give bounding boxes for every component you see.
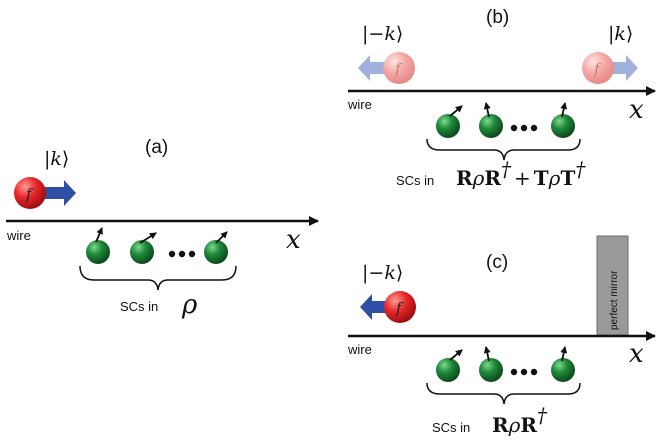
spin-ball-icon xyxy=(479,358,503,382)
mirror-block xyxy=(596,235,629,336)
panel-c-brace xyxy=(426,382,581,405)
panel-b-ket-right: |k⟩ xyxy=(608,23,633,45)
panel-a-ellipsis xyxy=(168,250,196,258)
spin-ball-icon xyxy=(130,240,154,264)
ellipsis-dot-icon xyxy=(520,124,528,132)
panel-b-ellipsis xyxy=(510,124,538,132)
spin-arrow-icon xyxy=(95,227,103,243)
panel-b-caption-math: RρR† + TρT† xyxy=(456,157,586,190)
panel-a-particle: f xyxy=(14,177,76,209)
panel-b-axis-label: x xyxy=(629,95,644,125)
panel-c-spin-3 xyxy=(551,346,575,382)
ellipsis-dot-icon xyxy=(520,368,528,376)
panel-b-reflected-particle: f xyxy=(358,52,415,84)
panel-c-ket: |−k⟩ xyxy=(362,262,403,284)
panel-c-caption-prefix: SCs in xyxy=(432,420,470,435)
ellipsis-dot-icon xyxy=(168,250,176,258)
panel-b-brace xyxy=(426,138,581,161)
panel-a-brace xyxy=(79,265,237,291)
panel-c-spin-1 xyxy=(436,349,463,382)
panel-c-wire-label: wire xyxy=(347,342,372,357)
ellipsis-dot-icon xyxy=(530,368,538,376)
spin-arrow-icon xyxy=(449,105,463,117)
panel-a-wire-label: wire xyxy=(6,228,31,243)
panel-b-faded-ball-icon xyxy=(383,52,415,84)
panel-b-label: (b) xyxy=(486,7,509,28)
panel-b-spin-2 xyxy=(479,102,503,138)
panel-b-right-arrow-icon xyxy=(608,55,638,81)
spin-ball-icon xyxy=(86,240,110,264)
panel-c-particle: f xyxy=(360,291,416,323)
spin-arrow-icon xyxy=(560,346,568,362)
panel-b-caption: SCs in RρR† + TρT† xyxy=(396,157,586,190)
mirror-label: perfect mirror xyxy=(609,270,620,330)
panel-c-particle-ball-icon xyxy=(384,291,416,323)
panel-c-axis-label: x xyxy=(629,339,644,369)
panel-c-left-arrow-icon xyxy=(360,294,396,320)
panel-b-faded-ball-icon xyxy=(582,52,614,84)
panel-b-ket-left: |−k⟩ xyxy=(362,23,403,45)
panel-b-spin-1 xyxy=(436,105,463,138)
panel-a-right-arrow-icon xyxy=(40,180,76,206)
panel-a-spin-1 xyxy=(86,227,110,264)
spin-ball-icon xyxy=(436,114,460,138)
spin-arrow-icon xyxy=(449,349,463,361)
panel-c-caption: SCs in RρR† xyxy=(432,403,548,437)
panel-a-spin-2 xyxy=(130,232,157,264)
panel-a-spin-3 xyxy=(204,231,228,264)
panel-a-label: (a) xyxy=(145,137,168,158)
spin-arrow-icon xyxy=(483,346,491,362)
spin-arrow-icon xyxy=(560,102,568,118)
ellipsis-dot-icon xyxy=(178,250,186,258)
panel-a-particle-ball-icon xyxy=(14,177,46,209)
spin-arrow-icon xyxy=(215,231,228,244)
ellipsis-dot-icon xyxy=(510,124,518,132)
ellipsis-dot-icon xyxy=(530,124,538,132)
spin-ball-icon xyxy=(551,114,575,138)
ellipsis-dot-icon xyxy=(510,368,518,376)
panel-b-transmitted-label: f xyxy=(593,60,602,78)
spin-ball-icon xyxy=(204,240,228,264)
panel-a-particle-label: f xyxy=(25,185,34,203)
spin-arrow-icon xyxy=(139,232,157,244)
spin-ball-icon xyxy=(551,358,575,382)
panel-a: (a) |k⟩ f wire x xyxy=(6,137,319,320)
panel-c-mirror: perfect mirror xyxy=(596,235,629,336)
panel-b-left-arrow-icon xyxy=(358,55,394,81)
panel-c-label: (c) xyxy=(486,252,508,273)
ellipsis-dot-icon xyxy=(188,250,196,258)
panel-b-reflected-label: f xyxy=(394,60,403,78)
spin-arrow-icon xyxy=(483,102,491,118)
panel-b-transmitted-particle: f xyxy=(582,52,638,84)
panel-c-particle-label: f xyxy=(395,299,404,317)
panel-a-ket: |k⟩ xyxy=(44,148,69,170)
panel-c: (c) |−k⟩ perfect mirror f wire x xyxy=(347,235,656,437)
panel-c-spin-2 xyxy=(479,346,503,382)
panel-b-caption-prefix: SCs in xyxy=(396,173,434,188)
panel-c-ellipsis xyxy=(510,368,538,376)
panel-b-wire-label: wire xyxy=(347,97,372,112)
panel-a-caption-math: ρ xyxy=(181,290,198,320)
panel-c-caption-math: RρR† xyxy=(492,403,548,437)
panel-a-caption-prefix: SCs in xyxy=(120,299,158,314)
panel-b-spin-3 xyxy=(551,102,575,138)
panel-b: (b) |−k⟩ |k⟩ f f wire x xyxy=(347,7,656,190)
panel-a-axis-label: x xyxy=(286,225,301,255)
spin-ball-icon xyxy=(436,358,460,382)
spin-ball-icon xyxy=(479,114,503,138)
